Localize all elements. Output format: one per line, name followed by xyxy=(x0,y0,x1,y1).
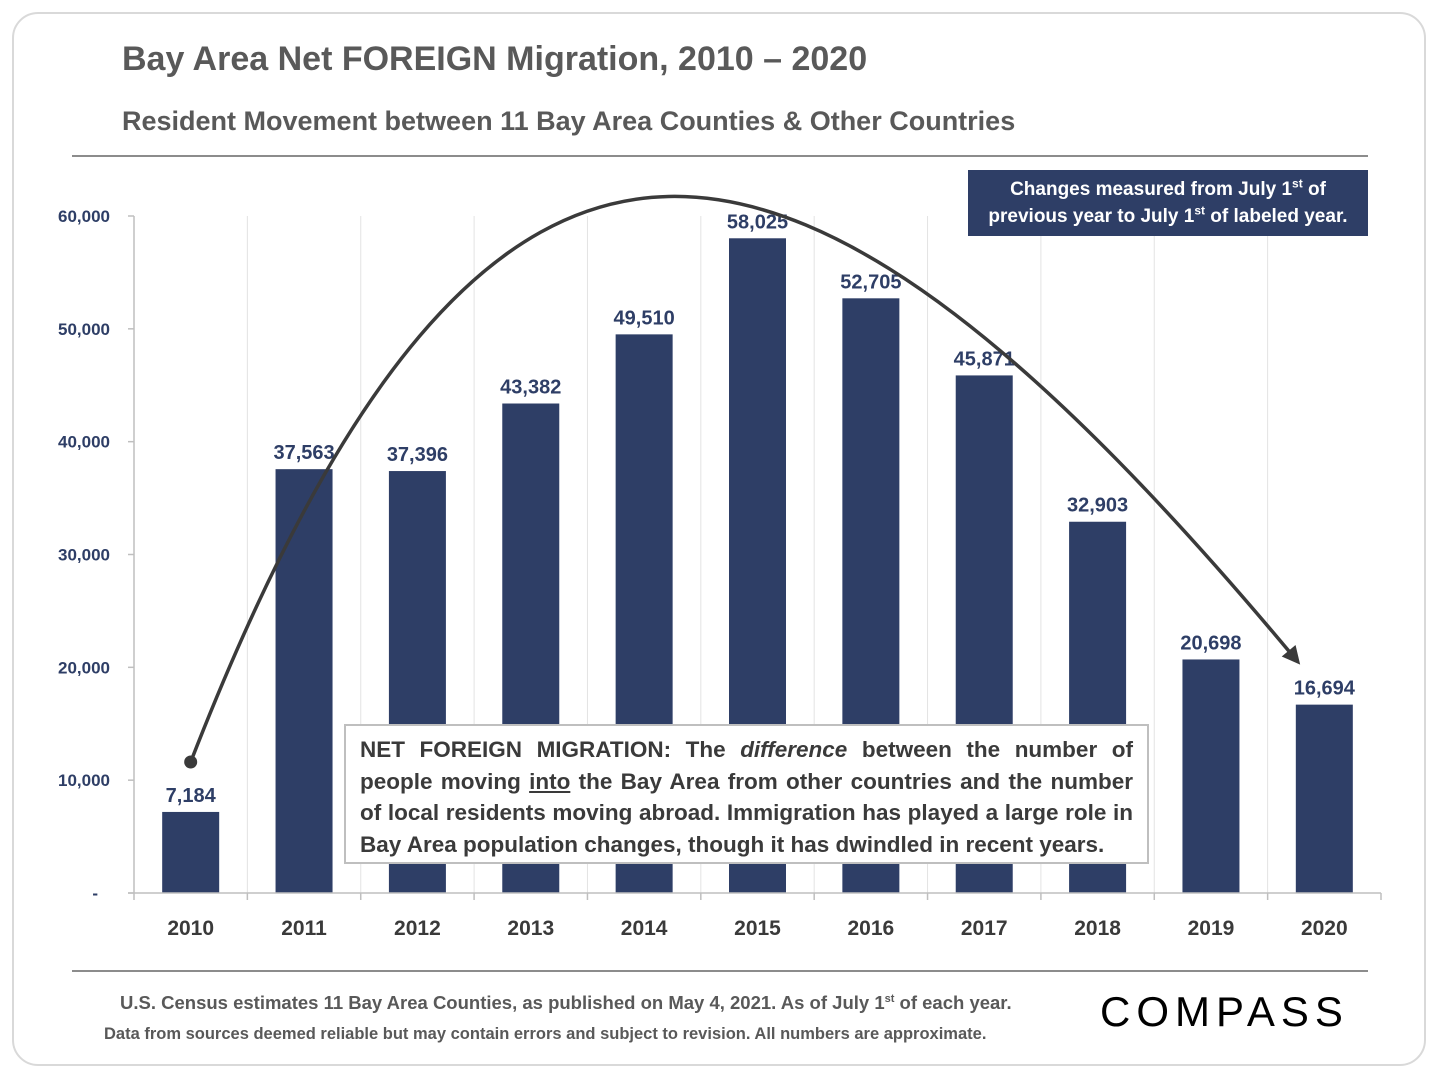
top-divider xyxy=(72,155,1368,157)
x-tick-label: 2020 xyxy=(1301,917,1348,940)
definition-term: NET FOREIGN MIGRATION: xyxy=(360,737,672,762)
x-tick-label: 2013 xyxy=(507,917,554,940)
x-tick-label: 2017 xyxy=(961,917,1008,940)
y-tick-label: - xyxy=(92,884,98,903)
bottom-divider xyxy=(72,970,1368,972)
page-title: Bay Area Net FOREIGN Migration, 2010 – 2… xyxy=(122,40,868,78)
note-line2: previous year to July 1 xyxy=(988,206,1195,227)
y-tick-label: 40,000 xyxy=(58,433,110,452)
data-label: 45,871 xyxy=(954,348,1015,370)
page-subtitle: Resident Movement between 11 Bay Area Co… xyxy=(122,106,1016,136)
definition-text-2: between the number of people moving xyxy=(360,737,1133,794)
data-label: 58,025 xyxy=(727,211,788,233)
source-note: U.S. Census estimates 11 Bay Area Counti… xyxy=(120,992,1012,1014)
y-tick-label: 60,000 xyxy=(58,207,110,226)
y-tick-label: 20,000 xyxy=(58,658,110,677)
x-tick-label: 2019 xyxy=(1188,917,1235,940)
y-tick-label: 30,000 xyxy=(58,546,110,565)
arrowhead xyxy=(1281,645,1301,665)
x-tick-label: 2016 xyxy=(848,917,895,940)
x-tick-label: 2014 xyxy=(621,917,668,940)
bar-2019 xyxy=(1182,659,1240,893)
note-line1-end: of xyxy=(1302,179,1326,200)
x-tick-label: 2011 xyxy=(281,917,327,940)
trend-arc xyxy=(189,194,1298,763)
data-label: 37,396 xyxy=(387,444,448,466)
data-label: 32,903 xyxy=(1067,495,1128,517)
y-tick-label: 50,000 xyxy=(58,320,110,339)
definition-text-1: The xyxy=(671,737,741,762)
note-sup2: st xyxy=(1194,203,1205,218)
axes: - 10,000 20,000 30,000 40,000 50,000 60,000 201… xyxy=(58,207,1382,940)
x-tick-label: 2012 xyxy=(394,917,441,940)
bar-2020 xyxy=(1295,704,1353,893)
x-tick-label: 2010 xyxy=(167,917,214,940)
bar-2010 xyxy=(162,811,220,893)
data-label: 16,694 xyxy=(1294,678,1356,700)
data-label: 37,563 xyxy=(273,442,334,464)
source-text: U.S. Census estimates 11 Bay Area Counti… xyxy=(120,992,885,1013)
data-label: 49,510 xyxy=(614,307,675,329)
definition-text-3: the Bay Area from other countries and th… xyxy=(360,768,1134,857)
x-tick-label: 2018 xyxy=(1074,917,1121,940)
data-label: 7,184 xyxy=(166,785,217,807)
source-text-end: of each year. xyxy=(894,992,1012,1013)
disclaimer: Data from sources deemed reliable but ma… xyxy=(104,1025,987,1043)
note-line2-end: of labeled year. xyxy=(1205,206,1348,227)
measurement-note: Changes measured from July 1st of previo… xyxy=(968,170,1368,236)
definition-emphasis: difference xyxy=(740,737,848,762)
note-line1: Changes measured from July 1 xyxy=(1010,179,1293,200)
trend-arrow xyxy=(184,194,1301,769)
definition-box: NET FOREIGN MIGRATION: The difference be… xyxy=(344,724,1149,864)
bar-2011 xyxy=(275,469,333,893)
source-sup: st xyxy=(884,992,895,1005)
x-tick-label: 2015 xyxy=(734,917,781,940)
data-labels: 7,184 37,563 37,396 43,382 49,510 58,025 52,70… xyxy=(166,211,1356,807)
y-tick-label: 10,000 xyxy=(58,771,110,790)
data-label: 43,382 xyxy=(500,377,561,399)
data-label: 20,698 xyxy=(1180,632,1241,654)
definition-underline: into xyxy=(529,768,571,794)
note-sup1: st xyxy=(1292,176,1303,191)
data-label: 52,705 xyxy=(840,271,901,293)
compass-logo: COMPASS xyxy=(1100,988,1349,1035)
